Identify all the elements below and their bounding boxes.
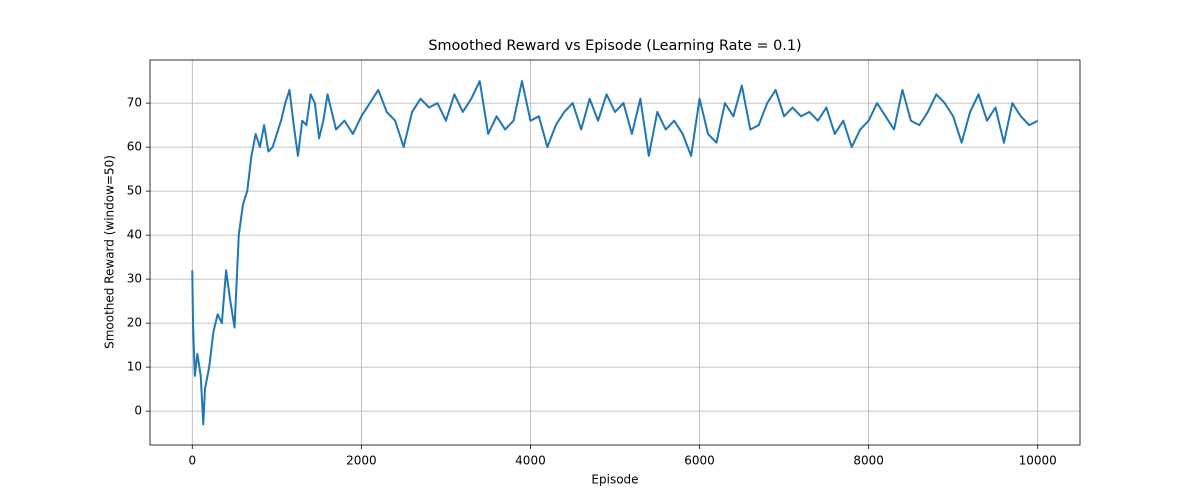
y-tick-label: 60 (127, 140, 142, 154)
y-tick-label: 10 (127, 360, 142, 374)
y-axis-label: Smoothed Reward (window=50) (103, 155, 117, 349)
x-tick-label: 8000 (853, 454, 884, 468)
chart-title: Smoothed Reward vs Episode (Learning Rat… (428, 38, 801, 54)
x-tick-label: 2000 (346, 454, 377, 468)
x-tick-label: 10000 (1019, 454, 1057, 468)
y-tick-label: 50 (127, 184, 142, 198)
x-tick-label: 4000 (515, 454, 546, 468)
plot-frame (149, 59, 1081, 446)
y-tick-label: 40 (127, 228, 142, 242)
x-tick-label: 6000 (684, 454, 715, 468)
data-line (191, 80, 1039, 426)
y-tick-label: 30 (127, 272, 142, 286)
x-tick-label: 0 (188, 454, 196, 468)
y-tick-label: 0 (134, 404, 142, 418)
x-axis-label: Episode (591, 473, 638, 487)
y-tick-label: 70 (127, 96, 142, 110)
y-tick-label: 20 (127, 316, 142, 330)
